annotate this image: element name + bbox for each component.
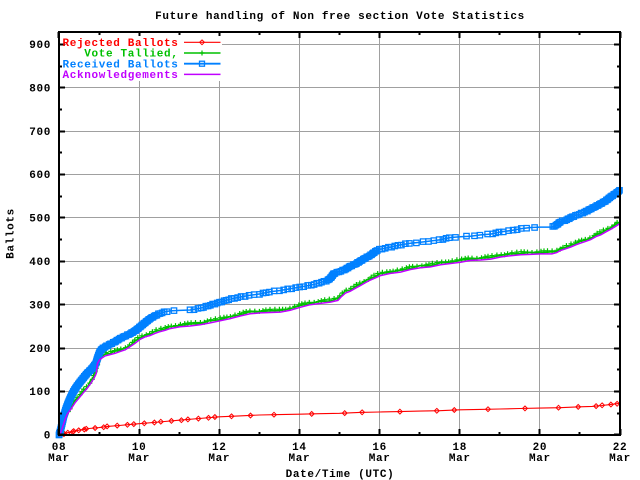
svg-text:Vote Tallied,: Vote Tallied, xyxy=(84,49,178,61)
svg-text:10: 10 xyxy=(132,442,147,454)
svg-text:700: 700 xyxy=(29,127,51,139)
svg-text:100: 100 xyxy=(29,387,51,399)
svg-text:800: 800 xyxy=(29,83,51,95)
svg-text:Future handling of Non free se: Future handling of Non free section Vote… xyxy=(155,11,525,23)
svg-text:200: 200 xyxy=(29,344,51,356)
svg-text:18: 18 xyxy=(452,442,467,454)
svg-text:500: 500 xyxy=(29,214,51,226)
svg-text:Mar: Mar xyxy=(369,453,391,465)
svg-text:600: 600 xyxy=(29,170,51,182)
svg-text:14: 14 xyxy=(292,442,307,454)
svg-text:Mar: Mar xyxy=(48,453,70,465)
svg-text:Received Ballots: Received Ballots xyxy=(62,59,178,71)
svg-text:20: 20 xyxy=(533,442,548,454)
svg-text:Acknowledgements: Acknowledgements xyxy=(62,70,178,82)
svg-text:Mar: Mar xyxy=(529,453,551,465)
svg-text:Ballots: Ballots xyxy=(6,208,18,259)
svg-text:22: 22 xyxy=(613,442,628,454)
svg-text:16: 16 xyxy=(372,442,387,454)
svg-text:Mar: Mar xyxy=(449,453,471,465)
svg-text:900: 900 xyxy=(29,40,51,52)
svg-text:Mar: Mar xyxy=(609,453,631,465)
svg-text:Rejected Ballots: Rejected Ballots xyxy=(62,38,178,50)
svg-text:Mar: Mar xyxy=(128,453,150,465)
svg-text:0: 0 xyxy=(44,431,51,443)
svg-text:Date/Time (UTC): Date/Time (UTC) xyxy=(286,469,395,480)
svg-text:400: 400 xyxy=(29,257,51,269)
svg-text:Mar: Mar xyxy=(208,453,230,465)
svg-text:Mar: Mar xyxy=(289,453,311,465)
svg-text:12: 12 xyxy=(212,442,227,454)
svg-text:08: 08 xyxy=(52,442,67,454)
svg-text:300: 300 xyxy=(29,300,51,312)
